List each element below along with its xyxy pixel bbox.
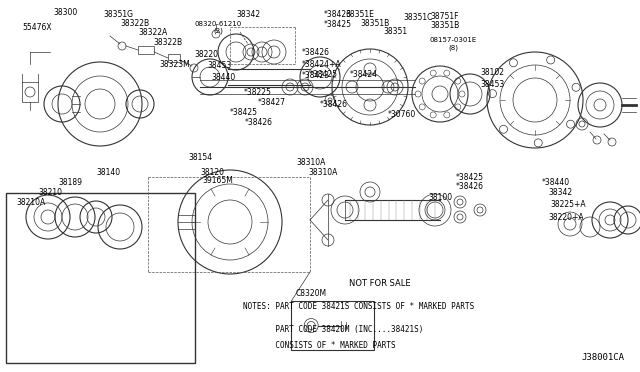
Text: 55476X: 55476X: [22, 22, 52, 32]
Text: NOT FOR SALE: NOT FOR SALE: [349, 279, 411, 289]
Text: *38425: *38425: [230, 108, 258, 116]
Text: C8320M: C8320M: [296, 289, 327, 298]
Text: 38322A: 38322A: [138, 28, 168, 36]
Text: (8): (8): [448, 45, 458, 51]
Text: *38425: *38425: [310, 70, 338, 78]
Text: NOTES: PART CODE 38421S CONSISTS OF * MARKED PARTS: NOTES: PART CODE 38421S CONSISTS OF * MA…: [243, 302, 474, 311]
Text: J38001CA: J38001CA: [581, 353, 624, 362]
Text: *38225: *38225: [244, 87, 272, 96]
Text: 38210: 38210: [38, 187, 62, 196]
Text: 38220: 38220: [194, 49, 218, 58]
Text: *38424: *38424: [350, 70, 378, 78]
Text: (2): (2): [213, 28, 223, 34]
Text: *38426: *38426: [302, 48, 330, 57]
Text: *38427: *38427: [258, 97, 286, 106]
Text: 38120: 38120: [200, 167, 224, 176]
Text: *30760: *30760: [388, 109, 416, 119]
Bar: [291, 301, 374, 350]
Text: 38189: 38189: [58, 177, 82, 186]
Text: 38220+A: 38220+A: [548, 212, 584, 221]
Text: 38210A: 38210A: [16, 198, 45, 206]
Text: 38351: 38351: [383, 26, 407, 35]
Text: *38426: *38426: [456, 182, 484, 190]
Text: 38440: 38440: [212, 73, 236, 81]
Text: 38310A: 38310A: [308, 167, 337, 176]
Text: *38426: *38426: [245, 118, 273, 126]
Text: 38100: 38100: [428, 192, 452, 202]
Text: CONSISTS OF * MARKED PARTS: CONSISTS OF * MARKED PARTS: [243, 341, 396, 350]
Text: 38351B: 38351B: [430, 20, 460, 29]
Bar: [168, 54, 180, 62]
Bar: [22, 82, 38, 102]
Text: 38323M: 38323M: [159, 60, 190, 68]
Text: *38425: *38425: [324, 19, 352, 29]
Text: 08320-61210: 08320-61210: [195, 21, 242, 27]
Text: *38425: *38425: [456, 173, 484, 182]
Text: 38453: 38453: [208, 61, 232, 70]
Text: 38102: 38102: [480, 67, 504, 77]
Bar: [138, 46, 154, 54]
Text: *38424+A: *38424+A: [302, 60, 342, 68]
Text: 38342: 38342: [236, 10, 260, 19]
Text: 38342: 38342: [548, 187, 572, 196]
Text: 38322B: 38322B: [120, 19, 150, 28]
Text: 39165M: 39165M: [203, 176, 234, 185]
Text: 38351B: 38351B: [360, 19, 390, 28]
Text: 38225+A: 38225+A: [550, 199, 586, 208]
Text: 38140: 38140: [96, 167, 120, 176]
Text: 38351E: 38351E: [346, 10, 374, 19]
Text: 38351C: 38351C: [403, 13, 433, 22]
Text: *38423: *38423: [302, 71, 330, 80]
Text: *38426: *38426: [320, 99, 348, 109]
Text: 38310A: 38310A: [296, 157, 325, 167]
Text: PART CODE 38420M (INC....38421S): PART CODE 38420M (INC....38421S): [243, 325, 424, 334]
Text: 38322B: 38322B: [154, 38, 182, 46]
Text: 38751F: 38751F: [430, 12, 458, 20]
Text: 38300: 38300: [53, 7, 77, 16]
Bar: [6, 193, 195, 363]
Text: 08157-0301E: 08157-0301E: [430, 37, 477, 43]
Text: *38426: *38426: [324, 10, 352, 19]
Text: *38440: *38440: [542, 177, 570, 186]
Text: 38351G: 38351G: [103, 10, 133, 19]
Text: 38154: 38154: [188, 153, 212, 161]
Text: 38453: 38453: [480, 80, 504, 89]
